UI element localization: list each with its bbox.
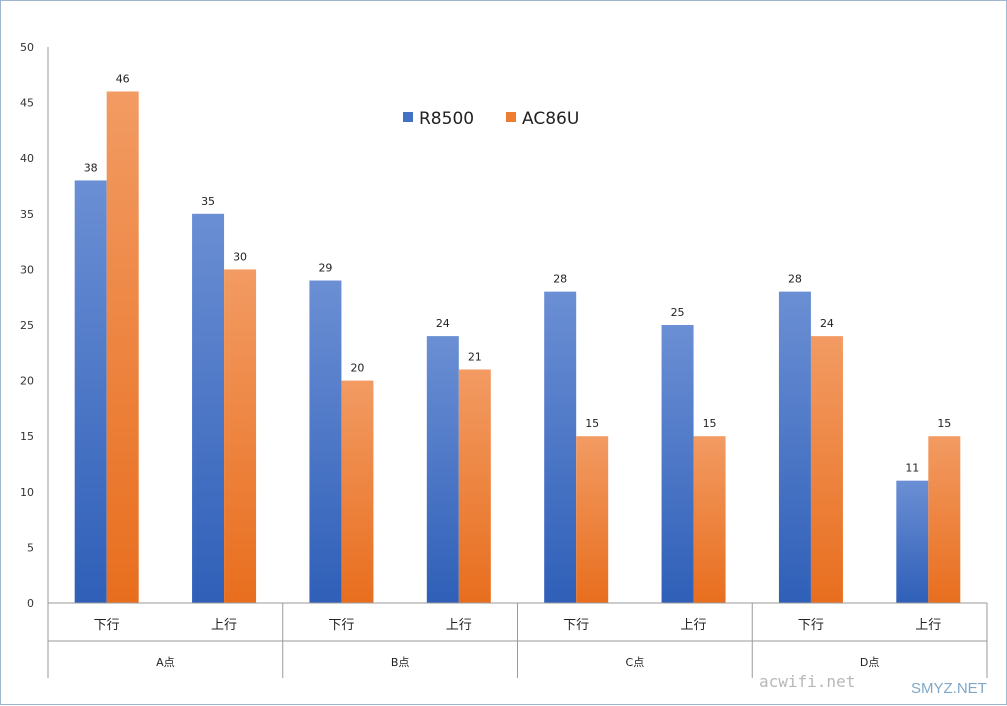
bar-ac86u (341, 380, 374, 603)
bar-r8500 (426, 336, 459, 603)
x-category-label: 下行 (328, 618, 354, 633)
x-category-label: 下行 (798, 618, 824, 633)
watermark-smyz: SMYZ.NET (911, 680, 987, 697)
watermarks: acwifi.net SMYZ.NET (759, 672, 987, 697)
data-label-r8500: 11 (905, 462, 919, 475)
x-group-label: D点 (860, 656, 879, 669)
legend: R8500 AC86U (403, 109, 579, 129)
bar-ac86u (928, 436, 961, 603)
y-tick-label: 5 (27, 541, 34, 554)
y-tick-label: 25 (20, 319, 34, 332)
legend-label-r8500: R8500 (419, 109, 474, 129)
x-category-label: 上行 (681, 618, 707, 633)
x-category-label: 上行 (446, 618, 472, 633)
data-label-r8500: 29 (318, 262, 332, 275)
bar-r8500 (544, 291, 577, 603)
bar-r8500 (192, 213, 225, 604)
x-group-label: A点 (156, 656, 175, 669)
x-group-label: C点 (626, 656, 645, 669)
bar-ac86u (458, 369, 491, 603)
data-label-ac86u: 21 (468, 350, 482, 363)
data-label-r8500: 28 (553, 273, 567, 286)
x-category-label: 上行 (211, 618, 237, 633)
data-label-ac86u: 15 (937, 417, 951, 430)
data-label-ac86u: 24 (820, 317, 834, 330)
bars (74, 91, 961, 604)
x-axis: 下行 上行 下行 上行 下行 上行 下行 上行 A点 B点 C点 D点 (48, 602, 988, 678)
y-tick-label: 15 (20, 430, 34, 443)
data-label-ac86u: 15 (703, 417, 717, 430)
bar-ac86u (576, 436, 609, 603)
y-tick-label: 0 (27, 597, 34, 610)
x-category-label: 下行 (94, 618, 120, 633)
bar-r8500 (74, 180, 107, 603)
bar-r8500 (896, 480, 929, 603)
data-label-r8500: 38 (84, 161, 98, 174)
y-tick-label: 45 (20, 97, 34, 110)
data-label-ac86u: 46 (116, 72, 130, 85)
bar-ac86u (224, 269, 257, 603)
x-category-label: 下行 (563, 618, 589, 633)
data-label-ac86u: 20 (350, 362, 364, 375)
bar-r8500 (309, 280, 342, 603)
y-tick-label: 10 (20, 486, 34, 499)
y-tick-label: 30 (20, 263, 34, 276)
y-tick-label: 20 (20, 375, 34, 388)
data-label-r8500: 35 (201, 195, 215, 208)
x-category-label: 上行 (915, 618, 941, 633)
data-label-r8500: 25 (671, 306, 685, 319)
bar-ac86u (106, 91, 139, 603)
x-group-label: B点 (391, 656, 410, 669)
data-label-ac86u: 30 (233, 250, 247, 263)
data-label-r8500: 28 (788, 273, 802, 286)
legend-label-ac86u: AC86U (522, 109, 579, 129)
y-tick-label: 40 (20, 152, 34, 165)
bar-ac86u (810, 336, 843, 603)
watermark-acwifi: acwifi.net (759, 672, 855, 691)
data-label-ac86u: 15 (585, 417, 599, 430)
data-label-r8500: 24 (436, 317, 450, 330)
bar-ac86u (693, 436, 726, 603)
data-labels: 38 35 29 24 28 25 28 11 46 30 20 21 15 15 24 15 (84, 72, 952, 474)
bar-r8500 (661, 325, 694, 603)
y-tick-label: 35 (20, 208, 34, 221)
bar-r8500 (778, 291, 811, 603)
y-tick-label: 50 (20, 41, 34, 54)
y-axis: 0 5 10 15 20 25 30 35 40 45 50 (20, 41, 49, 678)
legend-swatch-ac86u (506, 112, 516, 122)
legend-swatch-r8500 (403, 112, 413, 122)
